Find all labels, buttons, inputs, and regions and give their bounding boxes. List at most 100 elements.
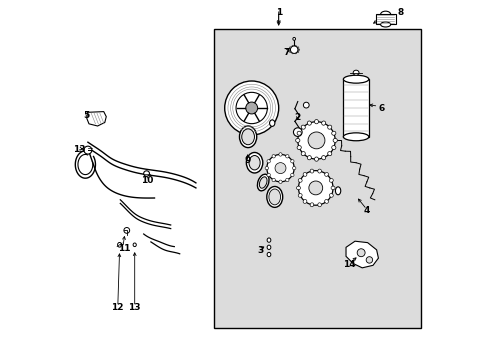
Ellipse shape [321, 156, 325, 160]
Ellipse shape [266, 173, 270, 177]
Ellipse shape [329, 179, 333, 182]
Ellipse shape [330, 186, 334, 190]
Ellipse shape [248, 156, 260, 170]
Ellipse shape [303, 199, 306, 203]
Text: 14: 14 [342, 260, 354, 269]
Text: 10: 10 [141, 176, 153, 185]
Circle shape [298, 171, 332, 205]
Ellipse shape [327, 152, 331, 156]
Ellipse shape [268, 189, 280, 205]
Ellipse shape [289, 47, 290, 48]
Ellipse shape [117, 243, 122, 247]
Circle shape [308, 181, 322, 195]
Text: 4: 4 [363, 206, 369, 215]
Ellipse shape [296, 186, 300, 190]
Ellipse shape [266, 245, 270, 249]
Bar [213, 29, 420, 328]
Ellipse shape [239, 126, 256, 148]
Text: 13: 13 [128, 303, 141, 312]
Ellipse shape [380, 22, 390, 27]
Text: 9: 9 [244, 156, 250, 165]
Ellipse shape [264, 166, 268, 170]
Ellipse shape [266, 159, 270, 163]
Ellipse shape [241, 129, 254, 145]
Ellipse shape [301, 152, 305, 156]
Circle shape [307, 132, 324, 149]
Ellipse shape [292, 166, 295, 170]
Ellipse shape [321, 121, 325, 125]
Ellipse shape [297, 47, 298, 48]
Bar [375, 14, 395, 24]
Ellipse shape [314, 157, 318, 161]
Ellipse shape [352, 70, 358, 75]
Circle shape [224, 81, 278, 135]
Ellipse shape [290, 173, 293, 177]
Ellipse shape [288, 49, 289, 50]
Bar [343, 79, 368, 137]
Ellipse shape [271, 178, 275, 182]
Text: 12: 12 [111, 303, 124, 312]
Text: 8: 8 [397, 8, 404, 17]
Ellipse shape [329, 194, 333, 197]
Ellipse shape [271, 154, 275, 158]
Circle shape [290, 46, 297, 53]
Ellipse shape [133, 243, 136, 247]
Ellipse shape [332, 139, 337, 143]
Circle shape [356, 249, 365, 257]
Ellipse shape [143, 171, 149, 176]
Ellipse shape [327, 125, 331, 129]
Ellipse shape [309, 203, 313, 207]
Ellipse shape [266, 238, 270, 242]
Ellipse shape [314, 120, 318, 124]
Ellipse shape [298, 49, 299, 50]
Ellipse shape [278, 153, 282, 156]
Text: 11: 11 [118, 244, 130, 253]
Ellipse shape [297, 51, 298, 53]
Ellipse shape [257, 174, 268, 191]
Ellipse shape [266, 252, 270, 257]
Circle shape [266, 154, 294, 182]
Circle shape [245, 102, 257, 114]
Circle shape [123, 228, 129, 233]
Ellipse shape [269, 120, 274, 126]
Text: 7: 7 [283, 48, 289, 57]
Ellipse shape [343, 133, 368, 141]
Polygon shape [87, 112, 106, 126]
Ellipse shape [292, 37, 295, 40]
Ellipse shape [297, 131, 301, 135]
Ellipse shape [298, 194, 302, 197]
Ellipse shape [278, 180, 282, 184]
Ellipse shape [291, 53, 293, 54]
Ellipse shape [297, 145, 301, 149]
Ellipse shape [335, 187, 340, 195]
Circle shape [274, 163, 285, 174]
Ellipse shape [306, 156, 311, 160]
Ellipse shape [289, 51, 290, 53]
Ellipse shape [380, 11, 390, 18]
Ellipse shape [317, 169, 321, 173]
Ellipse shape [298, 179, 302, 182]
Circle shape [293, 128, 302, 136]
Ellipse shape [309, 169, 313, 173]
Ellipse shape [301, 125, 305, 129]
Text: 6: 6 [378, 104, 385, 113]
Ellipse shape [291, 45, 293, 47]
Circle shape [303, 102, 308, 108]
Ellipse shape [290, 159, 293, 163]
Ellipse shape [285, 178, 288, 182]
Text: 13: 13 [73, 145, 85, 154]
Ellipse shape [317, 203, 321, 207]
Text: 2: 2 [294, 112, 300, 122]
Ellipse shape [324, 172, 328, 176]
Circle shape [236, 93, 267, 124]
Ellipse shape [285, 154, 288, 158]
Ellipse shape [294, 45, 296, 47]
Circle shape [366, 257, 372, 263]
Ellipse shape [306, 121, 311, 125]
Text: 1: 1 [275, 8, 281, 17]
Ellipse shape [246, 153, 262, 173]
Text: 5: 5 [83, 111, 90, 120]
Ellipse shape [343, 75, 368, 83]
Circle shape [297, 122, 335, 159]
Ellipse shape [331, 145, 335, 149]
